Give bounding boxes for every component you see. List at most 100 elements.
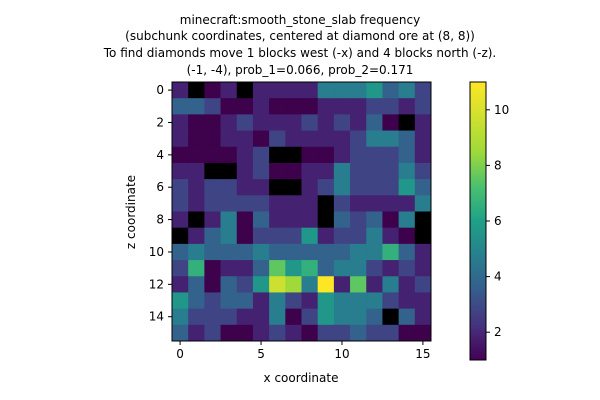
heatmap-cell — [236, 130, 254, 148]
heatmap-cell — [204, 324, 221, 342]
heatmap-cell — [188, 82, 205, 99]
heatmap-cell — [414, 211, 432, 229]
colorbar-tick-label: 4 — [494, 270, 502, 284]
heatmap-cell — [188, 276, 205, 293]
heatmap-cell — [350, 243, 367, 261]
heatmap-cell — [285, 195, 302, 212]
heatmap-cell — [204, 146, 221, 164]
heatmap-cell — [252, 324, 270, 342]
heatmap-cell — [204, 195, 221, 212]
heatmap-cell — [350, 227, 367, 245]
x-tick-label: 10 — [334, 347, 349, 361]
heatmap-cell — [252, 292, 270, 310]
heatmap-cell — [398, 114, 416, 131]
heatmap-cell — [382, 146, 400, 164]
heatmap-cell — [301, 179, 319, 196]
heatmap-cell — [252, 276, 270, 293]
heatmap-cell — [382, 211, 400, 229]
heatmap-cell — [204, 162, 221, 180]
heatmap-cell — [188, 162, 205, 180]
heatmap-cell — [269, 195, 286, 212]
heatmap-cell — [236, 324, 254, 342]
heatmap-cell — [382, 130, 400, 148]
heatmap-cell — [285, 227, 302, 245]
heatmap-cell — [366, 211, 383, 229]
heatmap-cell — [366, 227, 383, 245]
heatmap-cell — [317, 130, 335, 148]
heatmap-cell — [269, 98, 286, 115]
heatmap-cell — [220, 243, 238, 261]
heatmap-cell — [398, 179, 416, 196]
heatmap-cell — [220, 146, 238, 164]
heatmap-cell — [350, 324, 367, 342]
heatmap-cell — [188, 130, 205, 148]
heatmap-cell — [285, 146, 302, 164]
y-tick-label: 14 — [149, 310, 164, 324]
heatmap-cell — [301, 82, 319, 99]
chart-title-line-1: minecraft:smooth_stone_slab frequency — [179, 13, 421, 27]
heatmap-cell — [269, 211, 286, 229]
heatmap-cell — [350, 260, 367, 277]
heatmap-cell — [398, 130, 416, 148]
heatmap-cell — [350, 276, 367, 293]
heatmap-cell — [269, 243, 286, 261]
heatmap-cell — [269, 324, 286, 342]
heatmap-cell — [301, 260, 319, 277]
heatmap-cell — [285, 243, 302, 261]
heatmap-cell — [301, 130, 319, 148]
heatmap-cell — [333, 179, 351, 196]
heatmap-cell — [382, 292, 400, 310]
heatmap-cell — [252, 162, 270, 180]
heatmap-cell — [317, 162, 335, 180]
heatmap-cell — [301, 162, 319, 180]
heatmap-cell — [382, 260, 400, 277]
heatmap-cell — [350, 292, 367, 310]
heatmap-cell — [172, 276, 189, 293]
heatmap-cell — [204, 260, 221, 277]
heatmap-cell — [350, 195, 367, 212]
y-tick-label: 2 — [156, 115, 164, 129]
heatmap-cell — [236, 243, 254, 261]
heatmap-cell — [382, 308, 400, 326]
heatmap-cell — [172, 292, 189, 310]
heatmap-cell — [188, 179, 205, 196]
heatmap-cell — [350, 114, 367, 131]
heatmap-cell — [204, 98, 221, 115]
colorbar-tick-label: 10 — [494, 103, 509, 117]
heatmap-cell — [350, 308, 367, 326]
heatmap-cell — [236, 195, 254, 212]
heatmap-cell — [204, 211, 221, 229]
heatmap-cell — [398, 292, 416, 310]
heatmap-cell — [317, 82, 335, 99]
heatmap-cell — [188, 146, 205, 164]
heatmap-cell — [236, 179, 254, 196]
heatmap-cell — [350, 98, 367, 115]
heatmap-cell — [317, 211, 335, 229]
heatmap-cell — [382, 195, 400, 212]
colorbar — [469, 81, 487, 361]
heatmap-cell — [172, 260, 189, 277]
heatmap-cell — [350, 82, 367, 99]
heatmap-cell — [301, 276, 319, 293]
heatmap-cell — [252, 179, 270, 196]
heatmap-cell — [269, 227, 286, 245]
heatmap-cell — [333, 308, 351, 326]
heatmap-cell — [269, 179, 286, 196]
y-tick-label: 8 — [156, 213, 164, 227]
heatmap-cell — [333, 162, 351, 180]
heatmap-cell — [172, 114, 189, 131]
heatmap-cell — [366, 276, 383, 293]
heatmap-cell — [236, 146, 254, 164]
heatmap-cell — [333, 195, 351, 212]
x-axis-label: x coordinate — [264, 371, 339, 385]
heatmap-cell — [269, 292, 286, 310]
heatmap-cell — [236, 82, 254, 99]
y-tick-label: 10 — [149, 245, 164, 259]
chart-title-line-3: To find diamonds move 1 blocks west (-x)… — [103, 46, 497, 60]
heatmap-cell — [414, 260, 432, 277]
heatmap-cell — [269, 162, 286, 180]
heatmap-cell — [317, 243, 335, 261]
heatmap-cell — [317, 179, 335, 196]
heatmap-cell — [204, 276, 221, 293]
